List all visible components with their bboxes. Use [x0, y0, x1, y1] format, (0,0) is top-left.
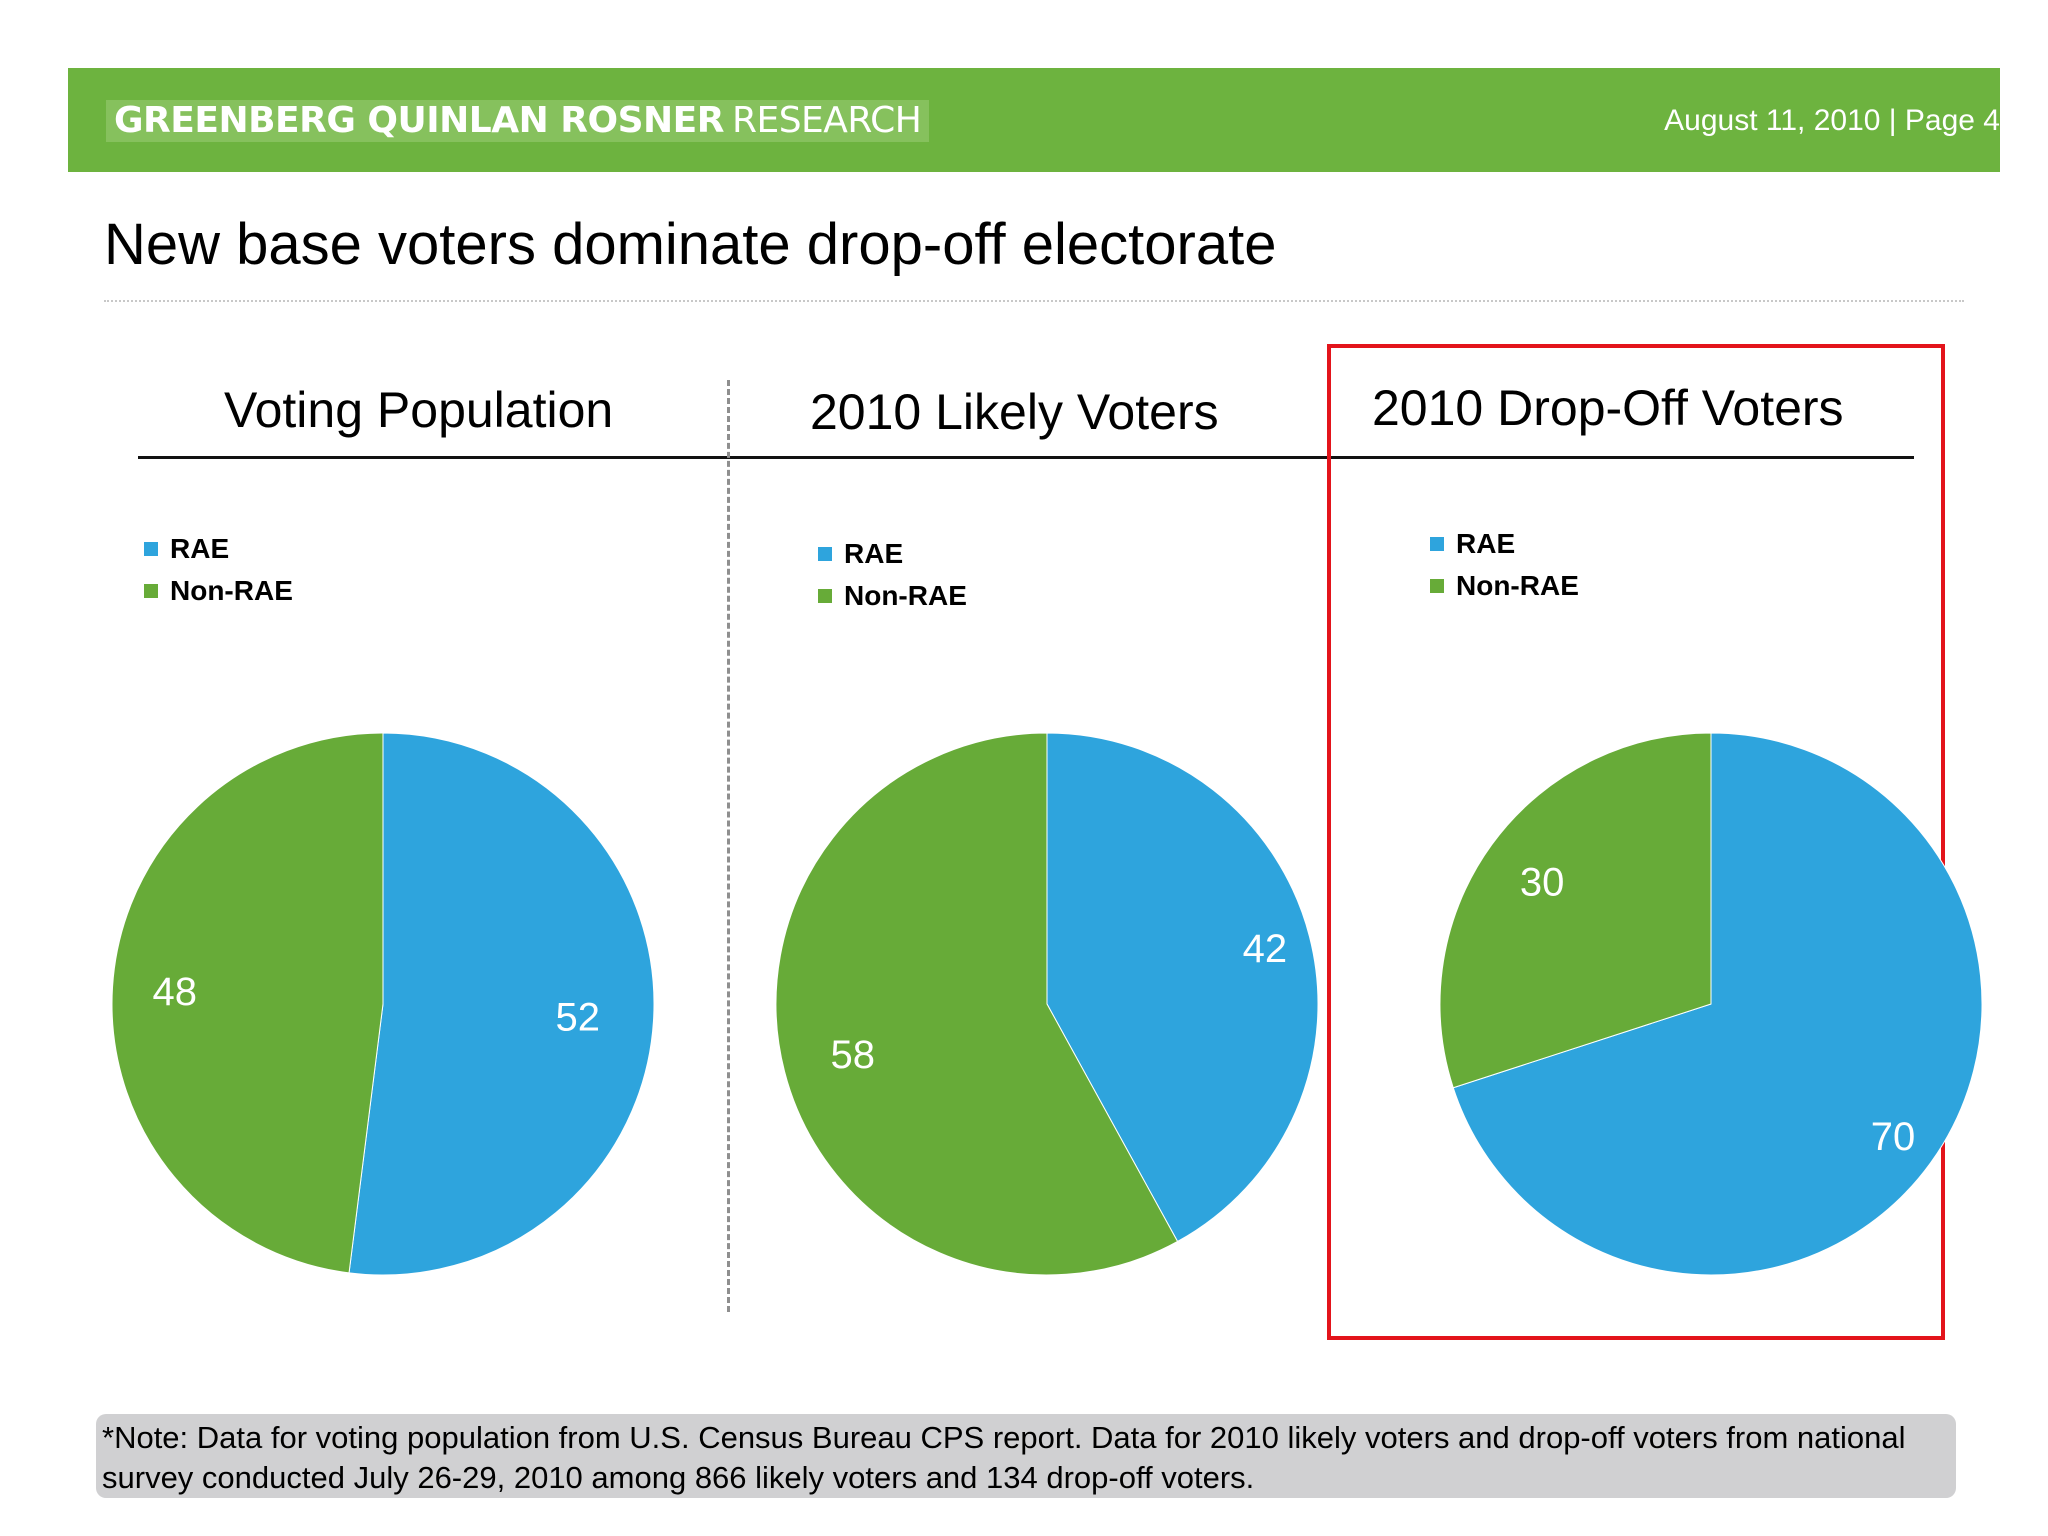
- pie-slice-non-rae: [775, 732, 1179, 1276]
- legend-swatch-rae: [818, 547, 832, 561]
- pie-slice-rae: [1452, 732, 1983, 1276]
- legend-label-non-rae: Non-RAE: [844, 580, 967, 611]
- pie-data-label-non-rae: 30: [1520, 860, 1565, 904]
- legend-swatch-non-rae: [1430, 579, 1444, 593]
- pie-data-label-rae: 70: [1871, 1115, 1916, 1159]
- pie-data-label-non-rae: 58: [831, 1033, 876, 1077]
- legend-drop-off-voters: RAE Non-RAE: [1430, 523, 1579, 607]
- legend-label-non-rae: Non-RAE: [1456, 570, 1579, 601]
- legend-item-rae: RAE: [144, 528, 293, 570]
- date-page-label: August 11, 2010 | Page 4: [1664, 104, 2000, 137]
- legend-item-non-rae: Non-RAE: [144, 570, 293, 612]
- footnote: *Note: Data for voting population from U…: [96, 1414, 1956, 1498]
- legend-swatch-rae: [144, 542, 158, 556]
- legend-swatch-non-rae: [144, 584, 158, 598]
- pie-data-label-rae: 42: [1243, 927, 1288, 971]
- legend-swatch-non-rae: [818, 589, 832, 603]
- legend-item-non-rae: Non-RAE: [818, 575, 967, 617]
- drop-off-highlight-box: [1327, 344, 1945, 1340]
- legend-item-rae: RAE: [818, 533, 967, 575]
- pie-slice-non-rae: [1439, 732, 1712, 1089]
- brand-logo: GREENBERG QUINLAN ROSNER RESEARCH: [106, 100, 930, 142]
- legend-label-non-rae: Non-RAE: [170, 575, 293, 606]
- legend-label-rae: RAE: [170, 533, 230, 564]
- chart-title-drop-off-voters: 2010 Drop-Off Voters: [1372, 380, 1844, 436]
- brand-suffix: RESEARCH: [731, 100, 922, 141]
- brand-name: GREENBERG QUINLAN ROSNER: [114, 100, 724, 141]
- pie-data-label-non-rae: 48: [152, 970, 197, 1014]
- section-divider: [727, 380, 730, 1312]
- legend-likely-voters: RAE Non-RAE: [818, 533, 967, 617]
- legend-label-rae: RAE: [1456, 528, 1516, 559]
- legend-item-rae: RAE: [1430, 523, 1579, 565]
- pie-slice-non-rae: [111, 732, 384, 1274]
- pie-slice-rae: [348, 732, 655, 1276]
- pie-data-label-rae: 52: [555, 995, 600, 1039]
- legend-label-rae: RAE: [844, 538, 904, 569]
- legend-swatch-rae: [1430, 537, 1444, 551]
- pie-slice-rae: [1046, 732, 1319, 1243]
- chart-title-voting-population: Voting Population: [224, 382, 614, 438]
- legend-item-non-rae: Non-RAE: [1430, 565, 1579, 607]
- title-divider: [104, 300, 1964, 302]
- header-banner: GREENBERG QUINLAN ROSNER RESEARCH August …: [68, 68, 2000, 172]
- chart-title-likely-voters: 2010 Likely Voters: [810, 384, 1219, 440]
- slide-title: New base voters dominate drop-off electo…: [104, 212, 1277, 277]
- legend-voting-population: RAE Non-RAE: [144, 528, 293, 612]
- heading-underline: [138, 456, 1914, 459]
